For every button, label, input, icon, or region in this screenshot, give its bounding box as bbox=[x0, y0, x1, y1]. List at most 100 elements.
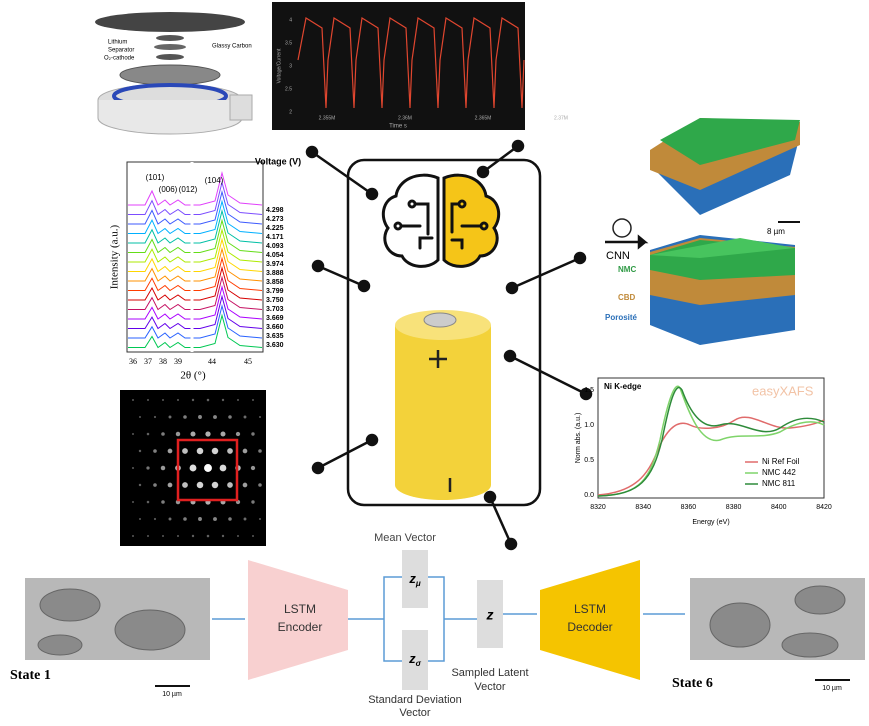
state-label: State 6 bbox=[672, 676, 713, 691]
diffraction-spot bbox=[132, 535, 134, 537]
diffraction-spot bbox=[259, 518, 261, 520]
diffraction-spot bbox=[139, 416, 141, 418]
figure: Lithium Separator O₂-cathode Glassy Carb… bbox=[0, 0, 869, 726]
voltage-label: 3.630 bbox=[266, 342, 284, 349]
diffraction-spot bbox=[153, 449, 157, 453]
voltage-label: 3.858 bbox=[266, 279, 284, 286]
scale-label: 8 µm bbox=[767, 227, 785, 236]
diffraction-spot bbox=[204, 464, 212, 472]
diffraction-spot bbox=[244, 518, 247, 521]
diffraction-spot bbox=[243, 483, 248, 488]
x-tick-label: 36 bbox=[129, 357, 137, 366]
diffraction-spot bbox=[213, 517, 217, 521]
cnn-label: CNN bbox=[606, 250, 630, 262]
peak-label: (012) bbox=[179, 185, 198, 194]
x-tick-label: 39 bbox=[174, 357, 182, 366]
diffraction-spot bbox=[147, 501, 150, 504]
xafs-plot: Ni K-edge easyXAFS Norm abs. (a.u.) Ener… bbox=[575, 378, 824, 526]
x-tick-label: 8420 bbox=[816, 504, 832, 511]
decoder-label: LSTM Decoder bbox=[558, 600, 622, 636]
y-tick-label: 0.5 bbox=[584, 457, 594, 464]
diffraction-spot bbox=[168, 449, 173, 454]
voltage-label: 3.750 bbox=[266, 297, 284, 304]
layer-label: CBD bbox=[618, 293, 636, 302]
diffraction-spot bbox=[207, 399, 210, 402]
diffraction-spot bbox=[251, 500, 254, 503]
subscript: σ bbox=[416, 659, 422, 668]
z: z bbox=[486, 607, 494, 623]
diffraction-spot bbox=[228, 415, 232, 419]
diffraction-spot bbox=[169, 416, 172, 419]
coin-label: Lithium bbox=[108, 40, 127, 46]
axis-label: Energy (eV) bbox=[692, 519, 729, 526]
y-tick-label: 1.0 bbox=[584, 422, 594, 429]
x-tick-label: 8360 bbox=[681, 504, 697, 511]
diffraction-spot bbox=[197, 448, 204, 455]
diffraction-spot bbox=[243, 449, 248, 454]
diffraction-spot bbox=[132, 433, 134, 435]
diffraction-spot bbox=[251, 432, 254, 435]
diffraction-spot bbox=[205, 431, 210, 436]
y-tick-label: 4 bbox=[289, 17, 292, 23]
diffraction-spot bbox=[228, 517, 232, 521]
voltage-label: 4.273 bbox=[266, 216, 284, 223]
diffraction-spot bbox=[182, 482, 188, 488]
vae: zμ zσ z State 1 State 6 10 µm 10 µm Mean… bbox=[10, 532, 865, 698]
xafs-title: Ni K-edge bbox=[604, 382, 642, 391]
mean-label: Mean Vector bbox=[374, 532, 436, 544]
peak-label: (104) bbox=[205, 176, 224, 185]
voltage-label: 3.703 bbox=[266, 306, 284, 313]
diffraction-spot bbox=[153, 483, 157, 487]
y-tick-label: 2 bbox=[289, 109, 292, 115]
coin-label: Separator bbox=[108, 48, 134, 54]
voltage-label: 3.660 bbox=[266, 324, 284, 331]
diffraction-spot bbox=[252, 399, 254, 401]
diffraction-spot bbox=[252, 535, 254, 537]
cnn-volumes: 8 µm CNN NMC CBD Porosité bbox=[605, 118, 800, 345]
diffraction-spot bbox=[169, 518, 172, 521]
diffraction-spot bbox=[236, 432, 240, 436]
diffraction-spot bbox=[139, 484, 141, 486]
voltage-label: 3.799 bbox=[266, 288, 284, 295]
x-tick-label: 8380 bbox=[726, 504, 742, 511]
diffraction-spot bbox=[162, 399, 164, 401]
y-tick-label: 1.5 bbox=[584, 387, 594, 394]
coin-label: O₂-cathode bbox=[104, 56, 135, 62]
diffraction-spot bbox=[207, 535, 210, 538]
layer-label: Porosité bbox=[605, 313, 638, 322]
diffraction-spot bbox=[258, 449, 262, 453]
diffraction-spot bbox=[222, 399, 224, 401]
diffraction-spot bbox=[168, 483, 173, 488]
diffraction-spot bbox=[132, 467, 134, 469]
voltage-label: 3.635 bbox=[266, 333, 284, 340]
canvas: Lithium Separator O₂-cathode Glassy Carb… bbox=[0, 0, 869, 726]
voltage-label: 3.974 bbox=[266, 261, 284, 268]
axis-label: Time s bbox=[389, 124, 407, 130]
state-label: State 1 bbox=[10, 668, 51, 683]
diffraction-spot bbox=[190, 465, 197, 472]
diffraction-spot bbox=[132, 501, 134, 503]
diffraction-spot bbox=[132, 399, 134, 401]
diffraction-spot bbox=[251, 466, 255, 470]
coin-label: Glassy Carbon bbox=[212, 44, 252, 50]
diffraction-spot bbox=[237, 399, 239, 401]
scale-label: 10 µm bbox=[162, 691, 182, 698]
latent-label: Sampled Latent Vector bbox=[440, 666, 540, 694]
x-tick-label: 2.365M bbox=[475, 115, 492, 121]
axis-label: 2θ (°) bbox=[180, 370, 206, 382]
diffraction-spot bbox=[154, 416, 156, 418]
coin-cell: Lithium Separator O₂-cathode Glassy Carb… bbox=[95, 12, 252, 134]
y-tick-label: 2.5 bbox=[285, 86, 292, 92]
diffraction-spot bbox=[139, 450, 141, 452]
diffraction-spot bbox=[222, 535, 224, 537]
y-tick-label: 3 bbox=[289, 63, 292, 69]
diffraction-spot bbox=[154, 518, 156, 520]
diffraction-spot bbox=[227, 448, 233, 454]
x-tick-label: 2.37M bbox=[554, 115, 568, 121]
voltage-plot: Voltage/Current Time s bbox=[272, 2, 525, 130]
diffraction-spot bbox=[161, 466, 165, 470]
diffraction-spot bbox=[139, 518, 141, 520]
xrd-title: Voltage (V) bbox=[255, 156, 301, 166]
diffraction-spot bbox=[146, 466, 149, 469]
diffraction-spot bbox=[227, 482, 233, 488]
